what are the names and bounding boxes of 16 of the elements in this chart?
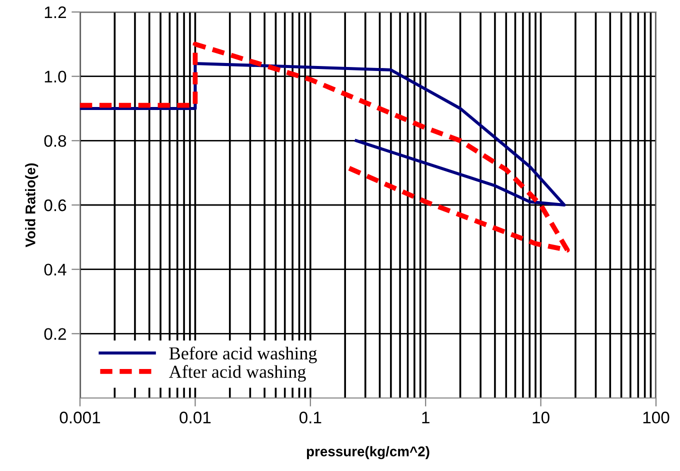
x-axis-title: pressure(kg/cm^2) (306, 446, 430, 460)
y-tick-label: 1.2 (44, 6, 66, 18)
y-tick-label: 0.8 (44, 135, 66, 147)
y-tick-label: 1.0 (44, 70, 66, 83)
legend-label: After acid washing (168, 365, 306, 382)
x-tick-label: 1 (422, 412, 430, 424)
x-tick-label: 0.001 (60, 412, 100, 424)
x-tick-label: 0.1 (299, 412, 322, 424)
legend-label: Before acid washing (169, 346, 317, 364)
y-axis-title: Void Ratio(e) (25, 163, 38, 248)
y-tick-label: 0.4 (44, 264, 66, 276)
x-tick-label: 0.01 (180, 412, 211, 424)
x-tick-label: 100 (643, 412, 670, 424)
y-tick-label: 0.6 (44, 199, 66, 212)
y-tick-label: 0.2 (44, 328, 66, 340)
x-tick-label: 10 (532, 412, 550, 424)
